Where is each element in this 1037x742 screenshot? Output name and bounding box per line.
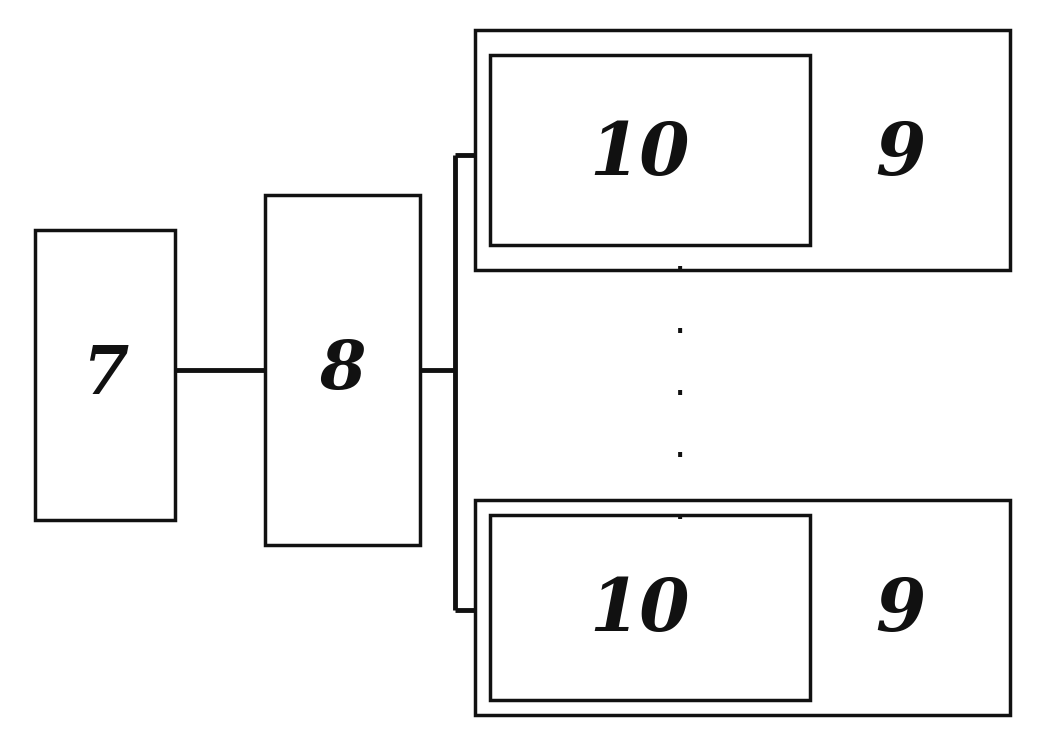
Text: 9: 9 <box>875 119 925 191</box>
Text: 9: 9 <box>875 574 925 646</box>
Bar <box>35 230 175 520</box>
Text: 8: 8 <box>319 338 366 402</box>
Bar <box>491 515 810 700</box>
Bar <box>491 55 810 245</box>
Text: 7: 7 <box>82 343 129 407</box>
Text: 10: 10 <box>590 574 691 646</box>
Text: ·
·
·
·
·: · · · · · <box>674 252 686 538</box>
Text: 10: 10 <box>590 119 691 191</box>
Bar <box>475 500 1010 715</box>
Bar <box>265 195 420 545</box>
Bar <box>475 30 1010 270</box>
